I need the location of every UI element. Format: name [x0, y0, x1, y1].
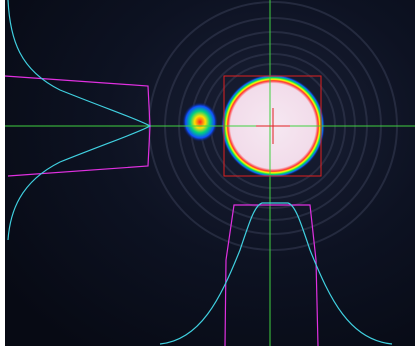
- page: (() => { const data = JSON.parse(documen…: [0, 0, 420, 346]
- beam-profiler-view: [0, 0, 420, 346]
- side-lobe: [182, 102, 218, 142]
